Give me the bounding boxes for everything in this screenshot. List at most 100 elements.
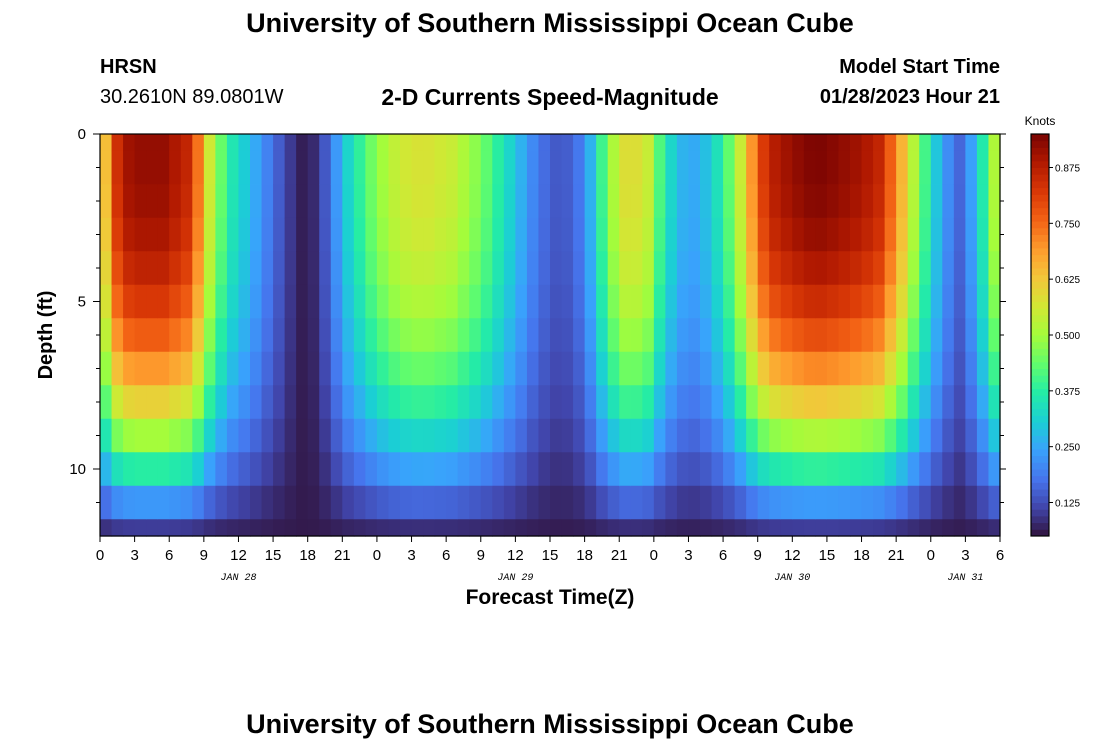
heatmap-cell bbox=[700, 318, 713, 353]
heatmap-cell bbox=[515, 150, 528, 185]
heatmap-cell bbox=[850, 217, 863, 252]
heatmap-cell bbox=[296, 485, 309, 520]
heatmap-cell bbox=[273, 418, 286, 453]
heatmap-cell bbox=[769, 134, 782, 152]
colorbar-segment bbox=[1031, 288, 1049, 296]
heatmap-cell bbox=[446, 519, 459, 537]
heatmap-cell bbox=[723, 351, 736, 386]
heatmap-cell bbox=[319, 318, 332, 353]
heatmap-cell bbox=[896, 217, 909, 252]
heatmap-cell bbox=[515, 251, 528, 286]
colorbar-segment bbox=[1031, 294, 1049, 302]
heatmap-cell bbox=[423, 351, 436, 386]
colorbar-segment bbox=[1031, 174, 1049, 182]
heatmap-cell bbox=[642, 184, 655, 219]
heatmap-cell bbox=[907, 485, 920, 520]
colorbar-segment bbox=[1031, 415, 1049, 423]
heatmap-cell bbox=[919, 184, 932, 219]
heatmap-cell bbox=[469, 452, 482, 487]
heatmap-cell bbox=[123, 351, 136, 386]
heatmap-cell bbox=[100, 519, 113, 537]
heatmap-cell bbox=[930, 351, 943, 386]
heatmap-cell bbox=[930, 385, 943, 420]
heatmap-cell bbox=[953, 134, 966, 152]
x-tick-label: 0 bbox=[96, 547, 104, 564]
heatmap-cell bbox=[896, 251, 909, 286]
heatmap-cell bbox=[457, 318, 470, 353]
heatmap-cell bbox=[803, 134, 816, 152]
heatmap-cell bbox=[307, 385, 320, 420]
heatmap-cell bbox=[850, 385, 863, 420]
heatmap-cell bbox=[434, 150, 447, 185]
heatmap-cell bbox=[319, 134, 332, 152]
heatmap-cell bbox=[434, 284, 447, 319]
heatmap-cell bbox=[619, 385, 632, 420]
heatmap-cell bbox=[803, 385, 816, 420]
heatmap-cell bbox=[746, 150, 759, 185]
heatmap-cell bbox=[226, 385, 240, 420]
heatmap-cell bbox=[376, 318, 390, 353]
heatmap-cell bbox=[319, 351, 332, 386]
heatmap-cell bbox=[769, 452, 782, 487]
x-tick-label: 9 bbox=[200, 547, 208, 564]
heatmap-cell bbox=[215, 251, 228, 286]
heatmap-cell bbox=[573, 452, 586, 487]
heatmap-cell bbox=[203, 251, 216, 286]
heatmap-cell bbox=[192, 184, 205, 219]
heatmap-cell bbox=[976, 351, 990, 386]
heatmap-cell bbox=[700, 351, 713, 386]
heatmap-cell bbox=[988, 485, 1001, 520]
heatmap-cell bbox=[273, 184, 286, 219]
heatmap-cell bbox=[930, 134, 943, 152]
heatmap-cell bbox=[757, 284, 770, 319]
heatmap-cell bbox=[296, 519, 309, 537]
heatmap-cell bbox=[919, 318, 932, 353]
heatmap-cell bbox=[942, 184, 955, 219]
heatmap-cell bbox=[296, 452, 309, 487]
heatmap-cell bbox=[388, 351, 401, 386]
heatmap-cell bbox=[780, 318, 793, 353]
heatmap-cell bbox=[838, 418, 851, 453]
heatmap-cell bbox=[492, 251, 505, 286]
heatmap-cell bbox=[930, 418, 943, 453]
heatmap-cell bbox=[388, 134, 401, 152]
heatmap-cell bbox=[100, 217, 113, 252]
heatmap-cell bbox=[273, 217, 286, 252]
heatmap-cell bbox=[330, 217, 343, 252]
heatmap-cell bbox=[273, 351, 286, 386]
heatmap-cell bbox=[515, 184, 528, 219]
heatmap-cell bbox=[769, 418, 782, 453]
heatmap-cell bbox=[930, 519, 943, 537]
heatmap-cell bbox=[630, 318, 643, 353]
heatmap-cell bbox=[965, 134, 978, 152]
heatmap-cell bbox=[284, 485, 297, 520]
heatmap-cell bbox=[746, 184, 759, 219]
heatmap-cell bbox=[296, 318, 309, 353]
heatmap-cell bbox=[215, 351, 228, 386]
heatmap-cell bbox=[665, 318, 678, 353]
heatmap-cell bbox=[446, 385, 459, 420]
heatmap-cell bbox=[273, 150, 286, 185]
heatmap-cell bbox=[100, 318, 113, 353]
heatmap-cell bbox=[250, 184, 263, 219]
heatmap-cell bbox=[746, 284, 759, 319]
heatmap-cell bbox=[965, 485, 978, 520]
y-tick-label: 0 bbox=[78, 126, 86, 143]
heatmap-cell bbox=[273, 284, 286, 319]
heatmap-cell bbox=[942, 452, 955, 487]
heatmap-cell bbox=[596, 150, 609, 185]
colorbar-tick-label: 0.375 bbox=[1055, 387, 1080, 398]
heatmap-cell bbox=[884, 134, 897, 152]
heatmap-cell bbox=[676, 385, 690, 420]
heatmap-cell bbox=[192, 418, 205, 453]
heatmap-cell bbox=[457, 217, 470, 252]
heatmap-cell bbox=[792, 385, 805, 420]
colorbar-segment bbox=[1031, 134, 1049, 142]
heatmap-cell bbox=[988, 385, 1001, 420]
heatmap-cell bbox=[480, 184, 493, 219]
heatmap-cell bbox=[792, 418, 805, 453]
heatmap-cell bbox=[388, 485, 401, 520]
x-axis: 0 3 6 9 12 15 18 21 0 3 6 9 12 15 18 21 0 3 6 9 12 15 18 21 0 3 6 J… bbox=[96, 536, 1004, 584]
heatmap-cell bbox=[665, 251, 678, 286]
heatmap-cell bbox=[850, 485, 863, 520]
